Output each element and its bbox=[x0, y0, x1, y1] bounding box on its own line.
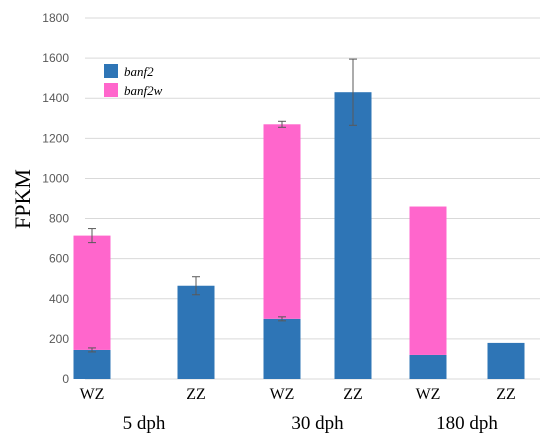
y-tick-label: 400 bbox=[49, 292, 69, 306]
legend-label-banf2w: banf2w bbox=[124, 83, 163, 98]
y-axis-label: FPKM bbox=[10, 169, 35, 229]
legend: banf2 banf2w bbox=[104, 64, 163, 98]
bar-banf2-3 bbox=[334, 92, 372, 379]
bar-banf2-2 bbox=[263, 318, 301, 379]
y-tick-label: 1400 bbox=[42, 91, 69, 105]
bar-banf2-5 bbox=[487, 342, 525, 379]
bar-banf2-1 bbox=[177, 285, 215, 379]
y-tick-label: 200 bbox=[49, 332, 69, 346]
bar-banf2w-0 bbox=[73, 235, 111, 350]
x-category-label: ZZ bbox=[186, 386, 206, 403]
x-category-label: ZZ bbox=[343, 386, 363, 403]
y-axis-ticks: 0 200 400 600 800 1000 1200 1400 1600 1800 bbox=[42, 11, 69, 386]
legend-swatch-banf2 bbox=[104, 64, 118, 78]
y-tick-label: 1200 bbox=[42, 131, 69, 145]
group-label: 30 dph bbox=[291, 413, 344, 434]
gridlines bbox=[85, 17, 540, 380]
y-tick-label: 1800 bbox=[42, 11, 69, 25]
legend-swatch-banf2w bbox=[104, 83, 118, 97]
error-bar-banf2w-0 bbox=[88, 228, 96, 244]
group-label: 180 dph bbox=[436, 413, 498, 434]
legend-label-banf2: banf2 bbox=[124, 64, 154, 79]
x-category-label: WZ bbox=[416, 386, 441, 403]
bars bbox=[73, 92, 525, 379]
bar-banf2-0 bbox=[73, 349, 111, 379]
y-tick-label: 1600 bbox=[42, 51, 69, 65]
y-tick-label: 600 bbox=[49, 252, 69, 266]
group-labels: 5 dph 30 dph 180 dph bbox=[123, 413, 499, 434]
error-bar-banf2-2 bbox=[278, 316, 286, 322]
error-bars bbox=[88, 58, 357, 353]
error-bar-banf2-0 bbox=[88, 347, 96, 353]
y-tick-label: 800 bbox=[49, 212, 69, 226]
bar-banf2w-2 bbox=[263, 124, 301, 319]
group-label: 5 dph bbox=[123, 413, 166, 434]
y-tick-label: 1000 bbox=[42, 171, 69, 185]
x-axis-labels: WZ ZZ WZ ZZ WZ ZZ bbox=[80, 386, 516, 403]
error-bar-banf2w-2 bbox=[278, 120, 286, 128]
x-category-label: ZZ bbox=[496, 386, 516, 403]
x-category-label: WZ bbox=[270, 386, 295, 403]
y-tick-label: 0 bbox=[62, 372, 69, 386]
bar-banf2-4 bbox=[409, 354, 447, 379]
error-bar-banf2-3 bbox=[349, 58, 357, 126]
x-category-label: WZ bbox=[80, 386, 105, 403]
bar-banf2w-4 bbox=[409, 206, 447, 355]
error-bar-banf2-1 bbox=[192, 276, 200, 296]
